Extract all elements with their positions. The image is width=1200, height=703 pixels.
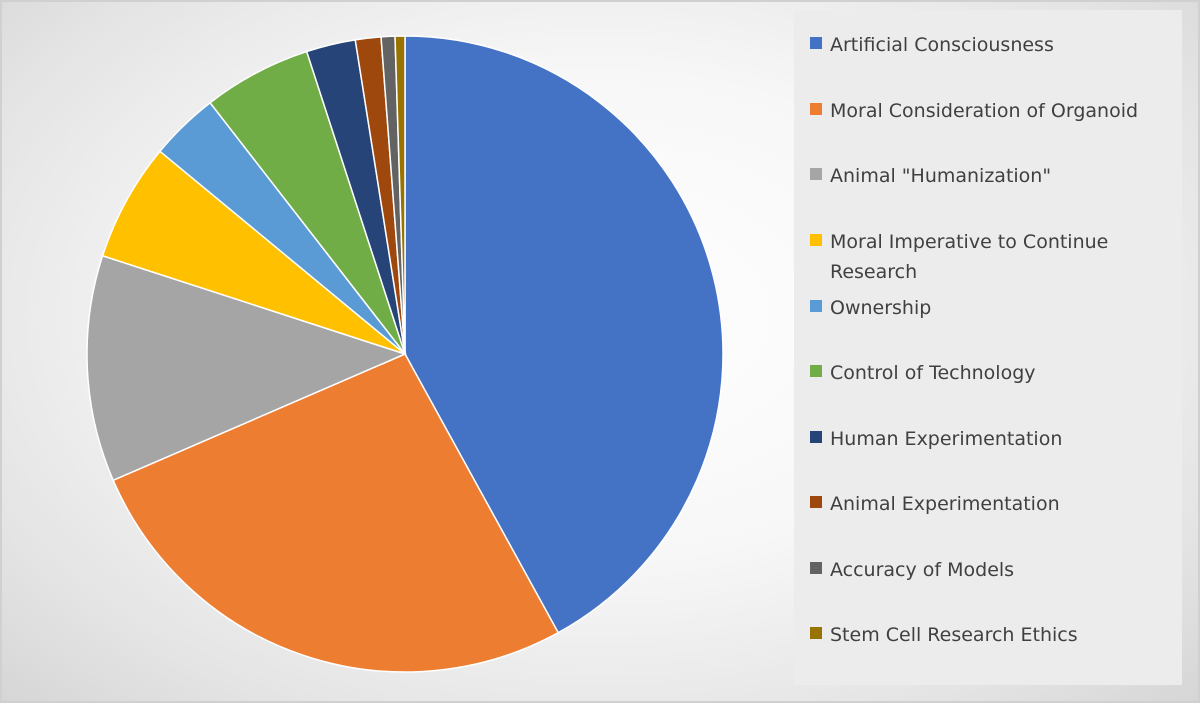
legend-swatch	[810, 562, 822, 574]
legend-item-moral-consideration-of-organoid: Moral Consideration of Organoid	[810, 96, 1170, 126]
legend-label: Control of Technology	[830, 362, 1036, 384]
legend-item-stem-cell-research-ethics: Stem Cell Research Ethics	[810, 620, 1170, 650]
legend-swatch	[810, 168, 822, 180]
legend-item-ownership: Ownership	[810, 293, 1170, 323]
pie-slice-stem-cell-research-ethics	[394, 35, 406, 355]
legend-item-animal-experimentation: Animal Experimentation	[810, 489, 1170, 519]
legend-swatch	[810, 37, 822, 49]
legend-item-accuracy-of-models: Accuracy of Models	[810, 555, 1170, 585]
legend-swatch	[810, 234, 822, 246]
legend-item-animal-humanization: Animal "Humanization"	[810, 161, 1170, 191]
legend-item-artificial-consciousness: Artificial Consciousness	[810, 30, 1170, 60]
legend-label: Animal "Humanization"	[830, 165, 1052, 187]
legend-swatch	[810, 431, 822, 443]
legend-label: Animal Experimentation	[830, 493, 1060, 515]
pie-slice-artificial-consciousness	[404, 35, 724, 634]
legend: Artificial Consciousness Moral Considera…	[794, 10, 1182, 685]
legend-swatch	[810, 103, 822, 115]
legend-swatch	[810, 627, 822, 639]
legend-item-human-experimentation: Human Experimentation	[810, 424, 1170, 454]
pie-chart	[86, 35, 724, 673]
legend-label: Accuracy of Models	[830, 559, 1015, 581]
legend-swatch	[810, 300, 822, 312]
legend-label: Ownership	[830, 297, 932, 319]
legend-label: Human Experimentation	[830, 428, 1063, 450]
pie-slice-moral-imperative-to-continue-research	[101, 150, 406, 355]
legend-swatch	[810, 496, 822, 508]
legend-label: Moral Imperative to Continue Research	[830, 231, 1109, 283]
legend-swatch	[810, 365, 822, 377]
pie-slice-animal-humanization	[86, 254, 408, 482]
legend-label: Artificial Consciousness	[830, 34, 1054, 56]
legend-item-control-of-technology: Control of Technology	[810, 358, 1170, 388]
pie-slice-moral-consideration-of-organoid	[112, 353, 560, 673]
legend-label: Moral Consideration of Organoid	[830, 100, 1139, 122]
legend-item-moral-imperative: Moral Imperative to Continue Research	[810, 227, 1170, 287]
legend-label: Stem Cell Research Ethics	[830, 624, 1078, 646]
